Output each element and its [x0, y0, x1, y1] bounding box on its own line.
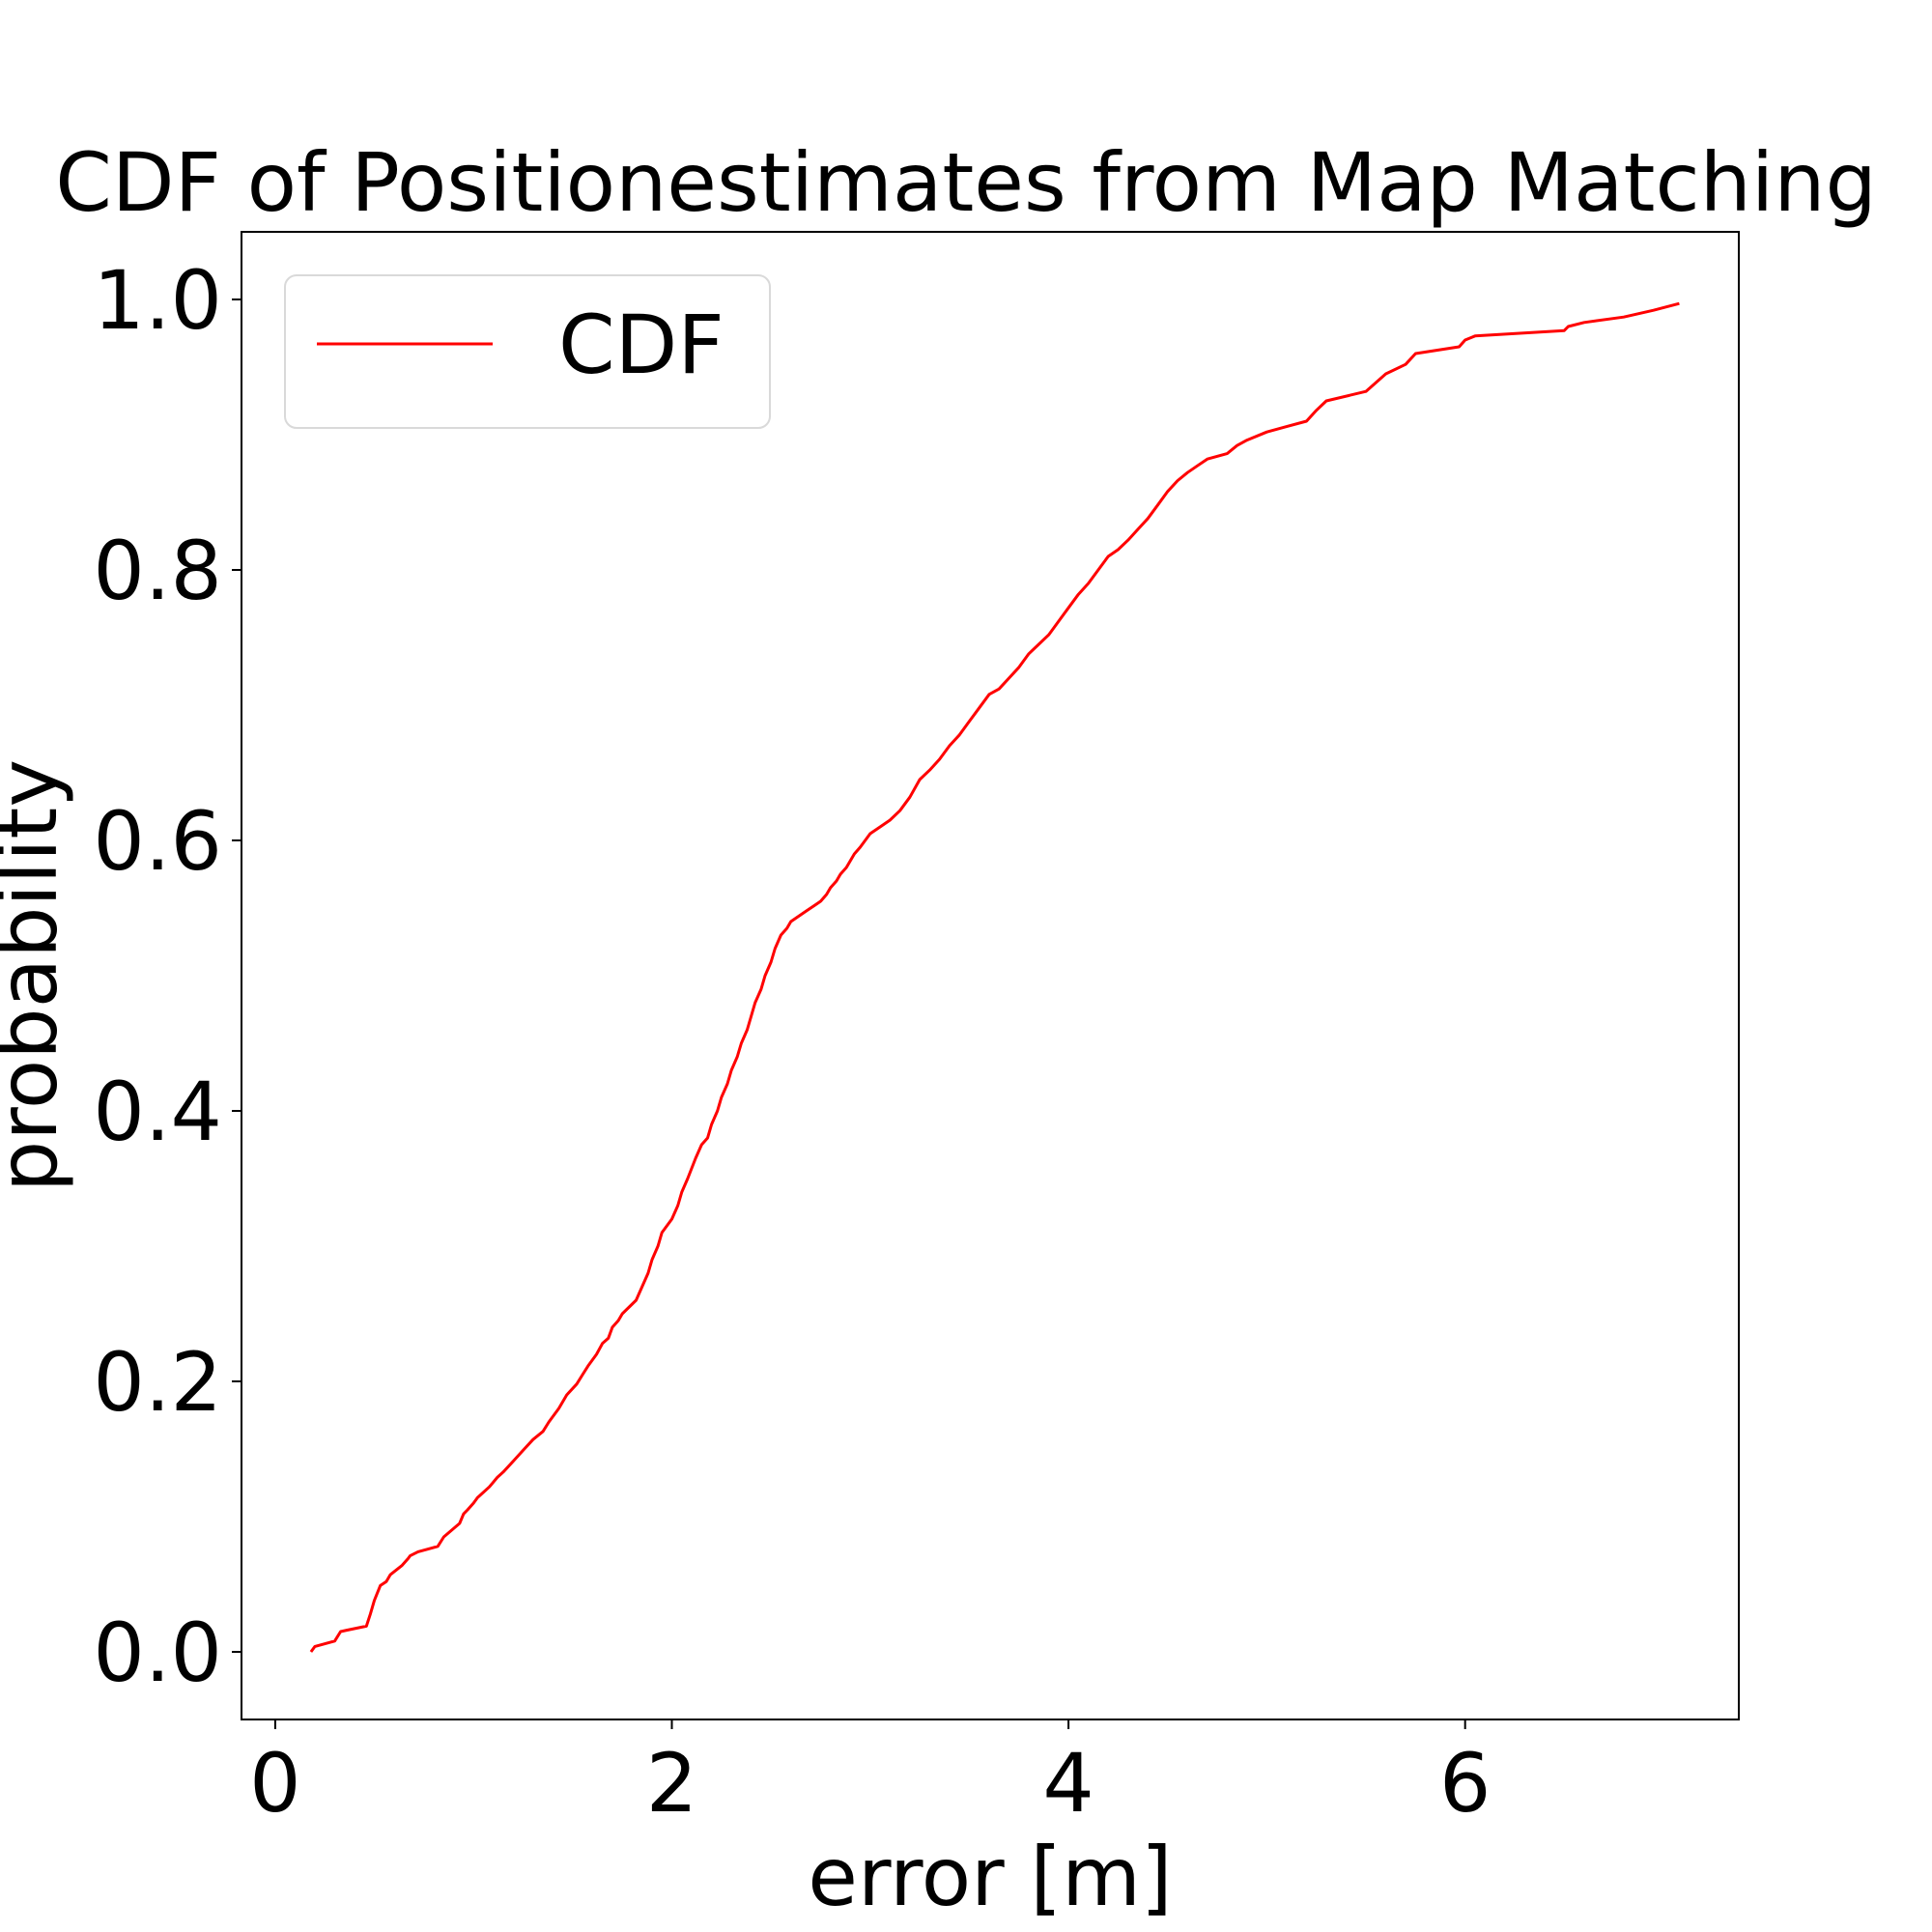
- x-tick-label: 6: [1439, 1736, 1491, 1831]
- plot-area: 0 2 4 6 0.0 0.2 0.4 0.6 0.8 1.0: [93, 231, 1740, 1831]
- y-axis-label: probability: [0, 759, 75, 1192]
- y-tick-label: 0.6: [93, 794, 222, 889]
- x-tick-label: 0: [249, 1736, 300, 1831]
- cdf-series-line: [309, 301, 1680, 1653]
- chart-title: CDF of Positionestimates from Map Matchi…: [55, 135, 1877, 230]
- x-axis-label: error [m]: [808, 1830, 1172, 1924]
- y-axis: 0.0 0.2 0.4 0.6 0.8 1.0: [93, 253, 242, 1700]
- plot-frame: [241, 231, 1740, 1720]
- y-tick-label: 0.8: [93, 524, 222, 618]
- y-tick-label: 0.2: [93, 1335, 222, 1430]
- legend: CDF: [284, 274, 771, 429]
- legend-label-cdf: CDF: [558, 298, 724, 392]
- x-tick-label: 4: [1042, 1736, 1094, 1831]
- x-axis: 0 2 4 6: [249, 1719, 1491, 1831]
- x-tick-label: 2: [646, 1736, 697, 1831]
- y-tick-label: 0.4: [93, 1065, 222, 1159]
- y-tick-label: 1.0: [93, 253, 222, 348]
- y-tick-label: 0.0: [93, 1605, 222, 1700]
- legend-box: [284, 274, 771, 429]
